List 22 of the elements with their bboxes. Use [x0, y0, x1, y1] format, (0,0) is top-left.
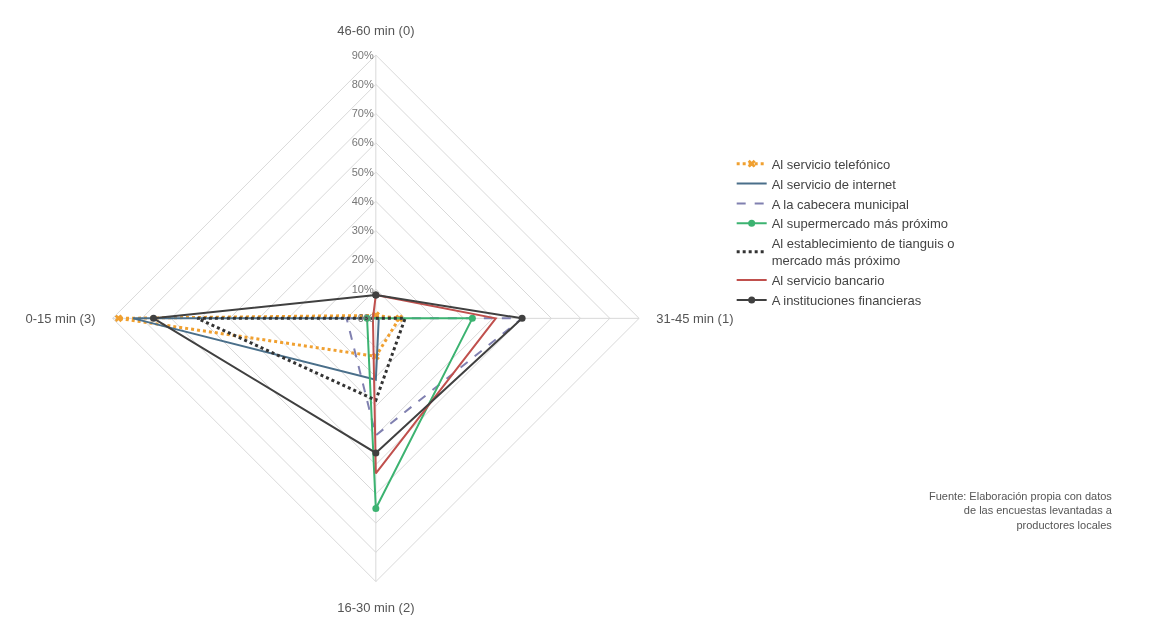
y-tick-label: 90% [351, 48, 374, 61]
y-tick-label: 30% [351, 224, 374, 237]
y-tick-label: 20% [351, 253, 374, 266]
legend-label: Al servicio bancario [771, 273, 885, 289]
legend-label: Al supermercado más próximo [771, 216, 948, 232]
spoke-label: 31-45 min (1) [656, 310, 734, 326]
y-tick-label: 10% [351, 282, 374, 295]
y-tick-label: 80% [351, 77, 374, 90]
legend-label: Al servicio telefónico [771, 156, 891, 172]
spoke-label: 0-15 min (3) [25, 310, 96, 326]
spoke-label: 16-30 min (2) [337, 599, 415, 615]
y-tick-label: 40% [351, 194, 374, 207]
y-tick-label: 50% [351, 165, 374, 178]
legend-label: Al establecimiento de tianguis o mercado más próximo [771, 236, 955, 269]
legend-label: Al servicio de internet [771, 176, 897, 192]
y-tick-label: 70% [351, 107, 374, 120]
source-note: Fuente: Elaboración propia con datos de las encuestas levantadas a productores locales [929, 490, 1113, 531]
spoke-label: 46-60 min (0) [337, 23, 415, 39]
legend-label: A instituciones financieras [771, 293, 922, 309]
legend-label: A la cabecera municipal [771, 196, 910, 212]
y-tick-label: 60% [351, 136, 374, 149]
y-tick-label: 0% [357, 311, 374, 324]
